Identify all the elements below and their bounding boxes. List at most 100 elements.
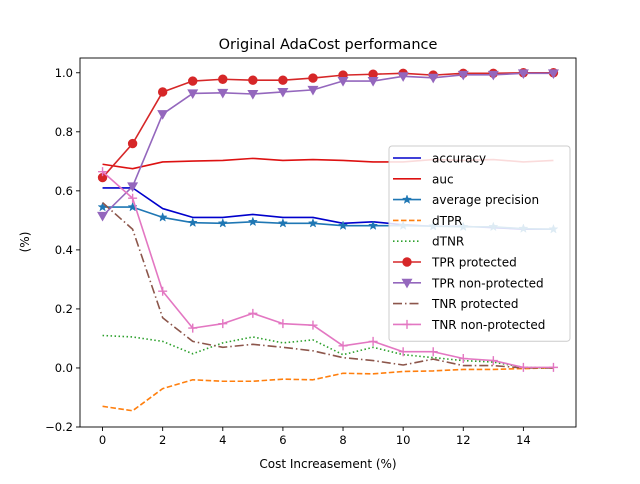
x-tick-label: 14 [516,433,531,447]
data-point [157,212,168,222]
series-tnr-protected [102,202,554,369]
series-dtnr [102,334,554,369]
data-point [338,341,348,351]
x-tick-label: 6 [279,433,286,447]
y-tick-label: 0.2 [55,302,73,316]
legend-item: TNR non-protected [393,318,545,332]
chart-title: Original AdaCost performance [219,37,438,53]
legend-label: average precision [432,193,539,207]
data-point [97,211,109,222]
legend-item: dTNR [393,235,464,249]
series-line [101,72,554,217]
data-point [247,216,258,227]
legend-marker [402,319,412,329]
data-point [157,110,169,120]
data-point [517,69,529,79]
data-point [218,319,228,329]
data-point [188,323,198,333]
x-axis-label: Cost Increasement (%) [259,457,396,471]
data-point [428,347,438,357]
legend: accuracy auc average precision dTPR dTNR TPR … [388,145,571,342]
legend-item: TNR protected [393,297,518,311]
legend-label: dTNR [432,235,464,249]
data-point [127,201,138,212]
data-point [487,70,499,81]
data-point [277,87,289,98]
data-point [307,85,319,96]
data-point [548,362,558,372]
data-point [398,347,408,357]
series-tpr-non-protected [97,69,559,222]
series-line [101,71,554,179]
legend-label: TPR protected [431,256,517,270]
data-point [248,75,258,85]
x-tick-label: 0 [99,433,106,447]
data-point [217,88,229,99]
data-point [308,320,318,330]
series-line [102,334,554,369]
data-point [368,336,378,346]
x-tick-label: 4 [219,433,226,447]
legend-item: auc [393,172,454,186]
data-point [187,89,199,100]
legend-item: TPR protected [393,256,517,270]
legend-item: TPR non-protected [393,276,544,290]
data-point [188,76,198,86]
data-point [217,217,228,228]
legend-marker [401,194,413,204]
legend-marker [402,257,412,267]
series-line [102,367,554,412]
legend-marker [401,278,413,289]
x-tick-label: 2 [159,433,166,447]
data-point [457,70,469,81]
legend-item: accuracy [393,152,486,166]
data-point [337,77,349,87]
data-point [518,362,528,372]
data-point [127,138,138,149]
data-point [427,73,439,84]
data-point [187,217,198,228]
axes-layer: 0 2 4 6 8 10 12 14 −0.2 0.0 0.2 0.4 0.6 0.8 1.0 [45,66,531,447]
legend-item: average precision [393,193,539,207]
y-axis-label: (%) [18,232,32,253]
x-tick-label: 10 [396,433,411,447]
y-tick-label: 0.6 [55,184,73,198]
data-point [367,77,379,87]
data-point [368,220,379,230]
data-point [278,75,288,85]
legend-label: TPR non-protected [431,276,544,290]
plot-frame [79,57,577,428]
legend-item: dTPR [393,214,463,228]
legend-label: TNR protected [431,297,518,311]
legend-box [388,145,571,342]
data-point [157,87,168,97]
legend-label: accuracy [432,152,486,166]
data-point [98,167,108,177]
y-tick-label: −0.2 [45,420,73,434]
data-point [278,319,288,329]
data-point [247,90,259,100]
series-tnr-non-protected [98,167,558,372]
data-point [547,69,559,79]
y-tick-label: 0.8 [55,125,73,139]
data-point [158,286,168,296]
data-point [458,354,468,364]
y-tick-label: 0.0 [55,361,73,375]
data-point [308,73,318,83]
data-point [248,308,258,318]
data-point [218,74,228,84]
data-point [127,182,139,193]
data-point [337,220,349,230]
legend-label: dTPR [432,214,463,228]
legend-label: TNR non-protected [431,318,545,332]
series-dtpr [102,367,554,412]
data-point [277,217,288,228]
y-tick-label: 0.4 [55,243,73,257]
data-point [397,72,409,82]
data-point [488,356,498,366]
y-tick-label: 1.0 [55,66,73,80]
x-tick-label: 12 [456,433,471,447]
data-point [128,193,138,203]
